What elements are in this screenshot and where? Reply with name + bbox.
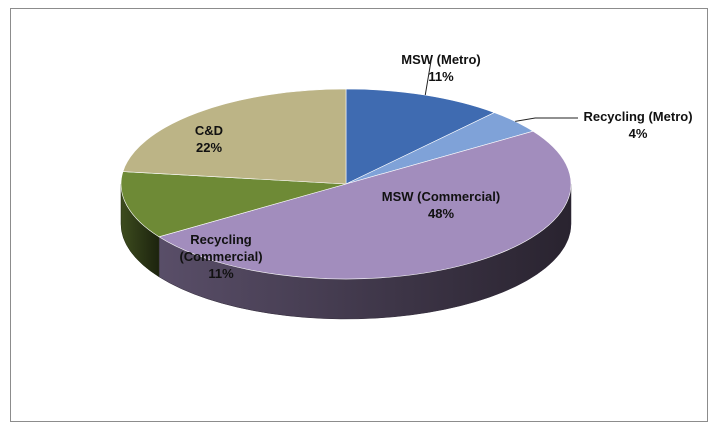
pie-slice-msw-commercial	[158, 130, 572, 280]
data-label-value: 48%	[428, 206, 454, 221]
pie-data-labels: MSW (Metro) 11% Recycling (Metro) 4% MSW (Co…	[179, 52, 692, 281]
data-label-msw-commercial: MSW (Commercial) 48%	[382, 189, 500, 221]
data-label-msw-metro: MSW (Metro) 11%	[401, 52, 481, 96]
data-label-recycling-commercial: Recycling (Commercial) 11%	[179, 232, 262, 281]
data-label-name: MSW (Commercial)	[382, 189, 500, 204]
data-label-recycling-metro: Recycling (Metro) 4%	[515, 109, 693, 141]
data-label-name: Recycling (Metro)	[583, 109, 692, 124]
data-label-value: 11%	[428, 69, 454, 84]
data-label-value: 11%	[208, 266, 234, 281]
pie-top-faces	[120, 88, 572, 280]
pie-slice-recycling-commercial	[120, 171, 347, 238]
data-label-name: (Commercial)	[179, 249, 262, 264]
data-label-name: MSW (Metro)	[401, 52, 480, 67]
pie-slice-msw-metro	[345, 88, 496, 185]
data-label-c-d: C&D 22%	[195, 123, 223, 155]
data-label-value: 22%	[196, 140, 222, 155]
chart-frame: MSW (Metro) 11% Recycling (Metro) 4% MSW (Co…	[10, 8, 708, 422]
leader-line-msw-metro	[424, 60, 432, 96]
data-label-value: 4%	[629, 126, 648, 141]
pie-chart: MSW (Metro) 11% Recycling (Metro) 4% MSW (Co…	[120, 52, 693, 320]
pie-slice-c-d	[122, 88, 347, 185]
leader-line-recycling-metro	[515, 117, 578, 122]
data-label-name: Recycling	[190, 232, 251, 247]
data-label-name: C&D	[195, 123, 223, 138]
